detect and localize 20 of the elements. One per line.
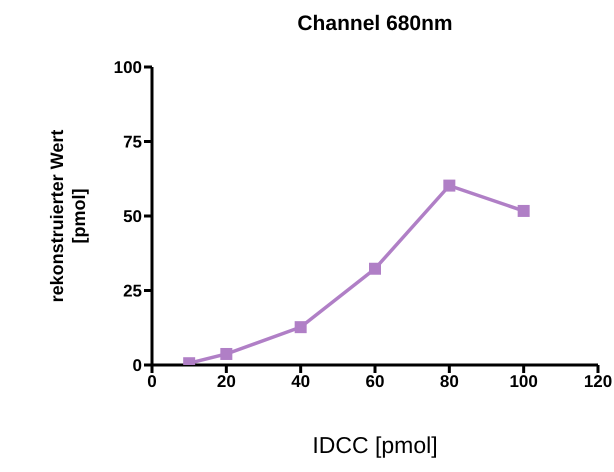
x-tick-label: 60 (366, 372, 384, 392)
x-tick-label: 120 (584, 372, 612, 392)
y-tick-label: 100 (114, 58, 142, 78)
x-axis-title: IDCC [pmol] (311, 432, 439, 459)
point (443, 180, 456, 192)
x-tick-label: 80 (440, 372, 459, 392)
x-tick-label: 40 (291, 372, 310, 392)
point (369, 262, 381, 275)
x-tick-label: 0 (147, 372, 157, 392)
x-tick-label: 100 (509, 372, 538, 392)
point (294, 321, 307, 334)
y-tick-label: 25 (123, 282, 142, 301)
y-tick-label: 75 (123, 132, 142, 152)
y-axis-title: rekonstruierter Wert [pmol] (46, 128, 90, 304)
point (518, 204, 530, 217)
chart-title: Channel 680nm (296, 12, 454, 36)
y-tick-label: 50 (123, 207, 142, 226)
y-tick-label: 0 (132, 356, 142, 376)
x-tick-label: 20 (216, 372, 236, 392)
point (220, 348, 232, 360)
